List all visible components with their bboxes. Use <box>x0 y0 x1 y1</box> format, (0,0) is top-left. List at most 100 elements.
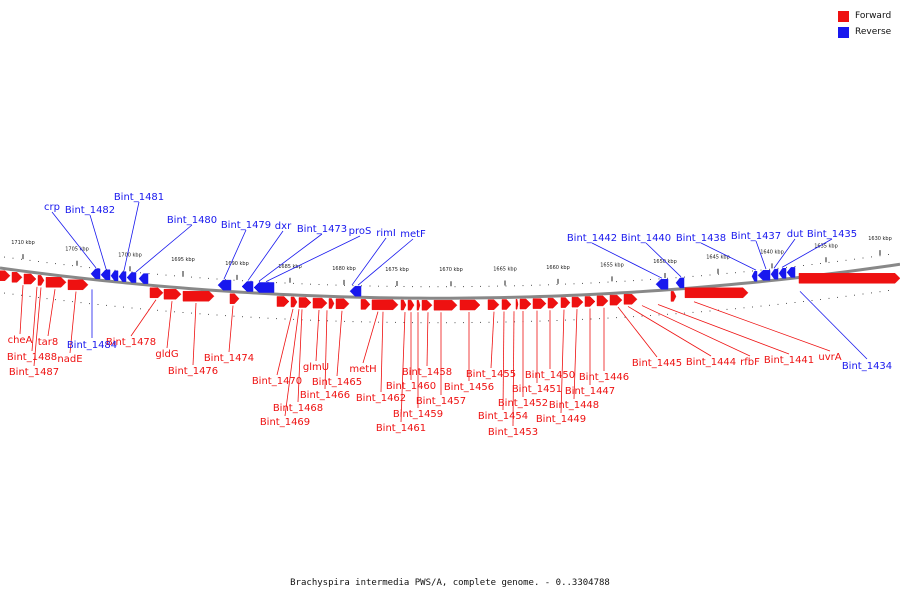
scale-dot <box>72 265 73 267</box>
scale-dot <box>675 313 677 315</box>
scale-dot <box>514 285 515 287</box>
reverse-gene-label-leader <box>258 233 323 282</box>
scale-dot <box>267 317 269 319</box>
forward-gene-label: Bint_1455 <box>466 369 516 380</box>
scale-dot <box>369 285 371 287</box>
scale-dot <box>29 295 31 297</box>
scale-dot <box>21 294 22 296</box>
forward-gene-label: Bint_1470 <box>252 376 302 387</box>
scale-dot <box>216 278 218 280</box>
scale-dot <box>80 302 82 304</box>
scale-dot <box>480 321 481 323</box>
scale-dot <box>879 255 881 257</box>
scale-dot <box>12 293 14 295</box>
scale-dot <box>335 320 337 322</box>
scale-dot <box>633 280 634 282</box>
scale-dot <box>352 285 354 287</box>
scale-dot <box>811 300 813 301</box>
forward-gene-label-leader <box>490 311 495 369</box>
scale-dot <box>284 318 286 320</box>
scale-dot <box>284 282 286 284</box>
forward-gene-arrow <box>560 297 571 308</box>
legend-swatch-reverse <box>838 26 849 38</box>
forward-gene-label: Bint_1462 <box>356 393 406 404</box>
legend: Forward Reverse <box>838 8 891 40</box>
scale-tick-label: 1655 kbp <box>600 262 624 268</box>
forward-gene-label-leader <box>19 285 24 335</box>
scale-dot <box>429 286 430 288</box>
scale-dot <box>726 272 728 274</box>
forward-gene-label: metH <box>349 364 376 375</box>
scale-dot <box>769 268 770 270</box>
scale-dot <box>72 301 73 303</box>
scale-dot <box>862 257 864 259</box>
scale-dot <box>318 284 320 285</box>
forward-gene-label: Bint_1446 <box>579 372 629 383</box>
forward-gene-label: Bint_1478 <box>106 337 156 348</box>
scale-dot <box>735 272 736 274</box>
forward-gene-label-leader <box>336 310 343 377</box>
scale-dot <box>709 310 711 312</box>
scale-dot <box>531 320 532 322</box>
genome-backbone <box>0 262 900 300</box>
scale-dot <box>157 273 158 275</box>
forward-gene-label-leader <box>166 301 173 349</box>
scale-dot <box>590 282 592 284</box>
scale-dot <box>539 320 541 322</box>
scale-dot <box>429 322 430 324</box>
reverse-gene-arrow <box>100 269 111 281</box>
scale-dot <box>352 321 354 323</box>
scale-dot <box>182 276 184 277</box>
scale-dot <box>378 321 379 323</box>
forward-gene-label: cheA <box>8 335 33 346</box>
scale-dot <box>692 311 694 313</box>
scale-dot <box>191 312 192 314</box>
scale-dot <box>845 295 847 297</box>
scale-dot <box>361 285 362 287</box>
forward-gene-label-leader <box>284 309 300 417</box>
scale-dot <box>480 285 481 287</box>
scale-dot <box>828 261 830 263</box>
scale-dot <box>301 283 303 285</box>
scale-dot <box>327 284 328 286</box>
scale-dot <box>420 322 422 324</box>
forward-gene-arrow <box>584 296 596 307</box>
reverse-gene-label-leader <box>135 224 193 273</box>
reverse-gene-label-leader <box>645 242 682 278</box>
reverse-gene-arrow <box>90 268 101 280</box>
scale-dot <box>871 256 872 258</box>
scale-dot <box>650 315 651 316</box>
scale-dot <box>599 318 600 320</box>
scale-tick-label: 1680 kbp <box>332 266 356 272</box>
reverse-gene-arrow <box>786 267 796 278</box>
scale-dot <box>463 322 464 324</box>
scale-dot <box>590 318 592 320</box>
scale-dot <box>573 283 575 285</box>
scale-dot <box>233 279 235 281</box>
scale-tick-label: 1675 kbp <box>385 267 409 273</box>
forward-gene-arrow <box>0 270 11 281</box>
scale-dot <box>454 286 456 288</box>
scale-tick-label: 1650 kbp <box>653 259 677 265</box>
scale-dot <box>726 308 728 310</box>
forward-gene-arrow <box>371 299 399 311</box>
scale-dot <box>879 291 881 293</box>
scale-dot <box>454 322 456 324</box>
scale-dot <box>556 320 558 321</box>
forward-gene-label: nadE <box>57 354 82 365</box>
scale-dot <box>165 274 167 276</box>
scale-dot <box>386 321 388 323</box>
forward-gene-label-leader <box>324 310 328 390</box>
scale-dot <box>837 296 838 298</box>
scale-dot <box>624 280 626 282</box>
scale-dot <box>565 283 566 285</box>
scale-dot <box>786 266 787 268</box>
scale-dot <box>820 263 821 264</box>
forward-gene-label-leader <box>573 309 578 400</box>
forward-gene-arrow <box>229 293 240 304</box>
forward-gene-label: Bint_1457 <box>416 396 466 407</box>
forward-gene-arrow <box>328 298 335 309</box>
scale-dot <box>106 268 107 270</box>
scale-dot <box>658 278 660 280</box>
